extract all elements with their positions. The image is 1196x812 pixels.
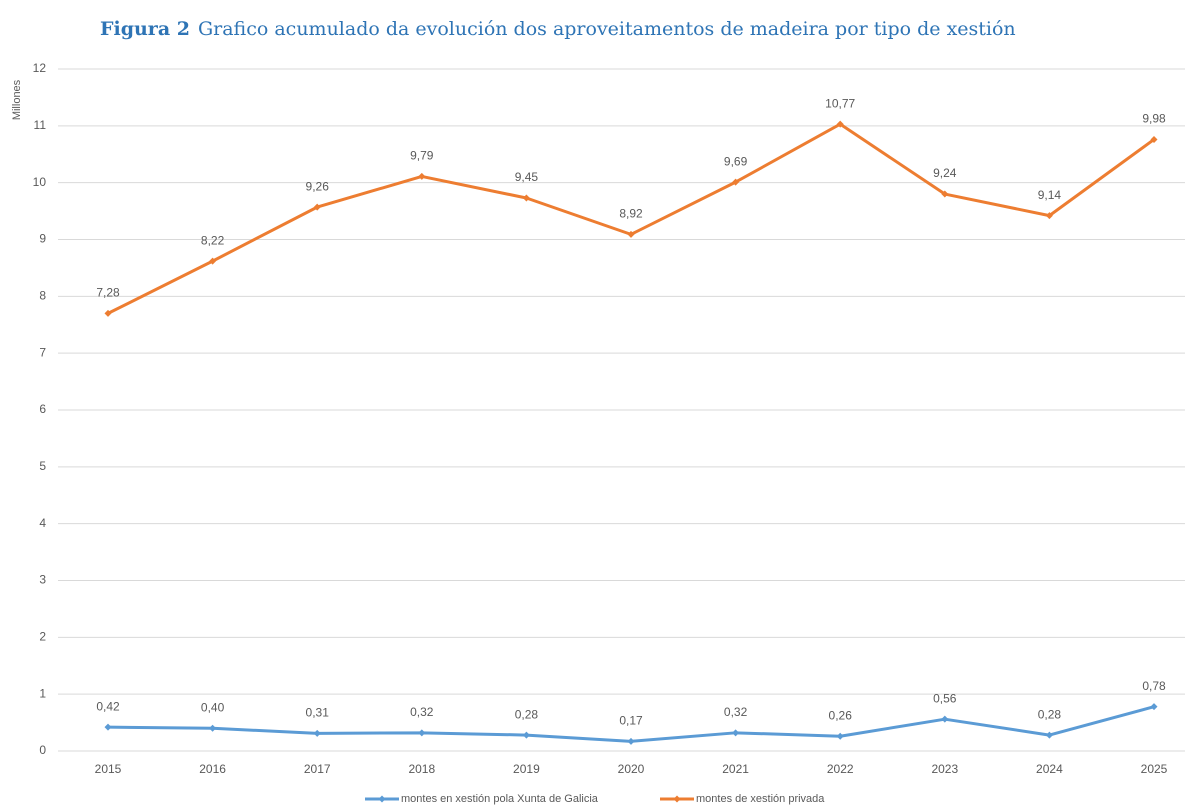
legend-label: montes de xestión privada xyxy=(696,793,825,805)
x-tick-label: 2019 xyxy=(513,762,540,776)
data-point xyxy=(104,309,112,317)
data-label: 8,22 xyxy=(201,233,225,247)
data-point xyxy=(1150,135,1158,143)
data-label: 0,78 xyxy=(1142,679,1166,693)
y-tick-label: 2 xyxy=(39,630,46,644)
x-tick-label: 2017 xyxy=(304,762,331,776)
data-label: 0,56 xyxy=(933,691,957,705)
legend-marker xyxy=(378,795,386,803)
y-tick-label: 10 xyxy=(33,175,47,189)
y-tick-label: 7 xyxy=(39,345,46,359)
data-label: 9,98 xyxy=(1142,112,1166,126)
data-label: 7,28 xyxy=(96,286,120,300)
data-point xyxy=(209,724,217,732)
data-point xyxy=(627,230,635,238)
data-point xyxy=(313,729,321,737)
y-tick-label: 5 xyxy=(39,459,46,473)
data-label: 0,28 xyxy=(1038,707,1062,721)
data-point xyxy=(836,732,844,740)
data-point xyxy=(522,731,530,739)
data-label: 9,24 xyxy=(933,166,957,180)
data-point xyxy=(104,723,112,731)
data-label: 0,32 xyxy=(410,705,434,719)
y-tick-label: 1 xyxy=(39,686,46,700)
data-point xyxy=(732,729,740,737)
title-text: Grafico acumulado da evolución dos aprov… xyxy=(198,18,1016,40)
y-axis-label: Millones xyxy=(11,79,23,120)
data-label: 0,17 xyxy=(619,714,643,728)
data-point xyxy=(941,715,949,723)
legend-label: montes en xestión pola Xunta de Galicia xyxy=(401,793,599,805)
data-point xyxy=(941,190,949,198)
data-label: 9,69 xyxy=(724,154,748,168)
data-label: 0,32 xyxy=(724,705,748,719)
y-tick-label: 4 xyxy=(39,516,46,530)
y-tick-label: 8 xyxy=(39,289,46,303)
x-tick-label: 2015 xyxy=(95,762,122,776)
data-label: 9,26 xyxy=(306,179,330,193)
data-point xyxy=(1150,703,1158,711)
data-label: 0,28 xyxy=(515,707,539,721)
y-tick-label: 11 xyxy=(34,118,47,132)
x-tick-label: 2024 xyxy=(1036,762,1063,776)
legend-marker xyxy=(673,795,681,803)
data-point xyxy=(627,737,635,745)
data-point xyxy=(418,172,426,180)
data-point xyxy=(313,203,321,211)
data-point xyxy=(209,257,217,265)
y-tick-label: 0 xyxy=(39,743,46,757)
x-tick-label: 2023 xyxy=(931,762,958,776)
x-tick-label: 2025 xyxy=(1141,762,1168,776)
data-label: 0,31 xyxy=(306,706,330,720)
data-label: 9,45 xyxy=(515,170,539,184)
chart-title: Figura 2 Grafico acumulado da evolución d… xyxy=(100,18,1016,40)
data-label: 8,92 xyxy=(619,207,643,221)
x-tick-label: 2020 xyxy=(618,762,645,776)
x-tick-label: 2018 xyxy=(408,762,435,776)
data-point xyxy=(836,120,844,128)
data-point xyxy=(522,194,530,202)
data-label: 0,26 xyxy=(829,708,853,722)
data-point xyxy=(732,178,740,186)
y-tick-label: 3 xyxy=(39,573,46,587)
data-label: 9,79 xyxy=(410,149,434,163)
x-tick-label: 2021 xyxy=(722,762,749,776)
data-label: 9,14 xyxy=(1038,188,1062,202)
y-tick-label: 12 xyxy=(33,61,47,75)
data-point xyxy=(418,729,426,737)
data-point xyxy=(1045,212,1053,220)
data-label: 10,77 xyxy=(825,96,855,110)
x-tick-label: 2016 xyxy=(199,762,226,776)
figure-label: Figura 2 xyxy=(100,18,190,40)
y-tick-label: 6 xyxy=(39,402,46,416)
data-label: 0,40 xyxy=(201,700,225,714)
data-point xyxy=(1045,731,1053,739)
data-label: 0,42 xyxy=(96,699,120,713)
x-tick-label: 2022 xyxy=(827,762,854,776)
y-tick-label: 9 xyxy=(39,232,46,246)
